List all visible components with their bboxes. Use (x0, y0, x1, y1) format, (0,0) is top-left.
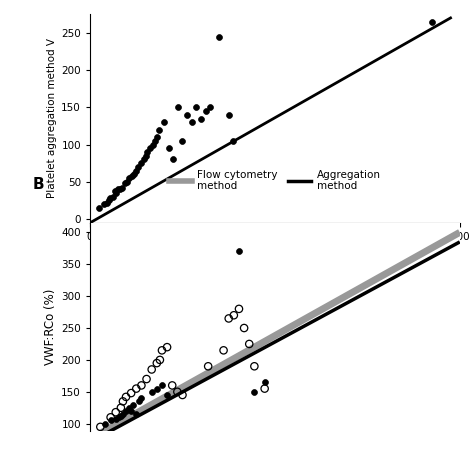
Point (136, 398, 143, 405)
Point (123, 178, 131, 186)
Point (149, 141, 157, 148)
Point (235, 305, 243, 313)
Point (125, 404, 133, 411)
Point (137, 394, 145, 402)
Point (225, 111, 232, 118)
Y-axis label: Platelet aggregation method V: Platelet aggregation method V (47, 38, 57, 199)
Point (160, 118, 168, 126)
Point (107, 417, 114, 424)
Point (229, 137, 237, 145)
Point (128, 407, 135, 415)
Point (155, 126, 163, 134)
Point (112, 415, 119, 422)
Point (204, 363, 212, 370)
Point (148, 388, 155, 396)
Point (216, 34, 223, 41)
Point (173, 388, 181, 396)
Point (122, 393, 130, 401)
Point (158, 382, 166, 389)
Point (153, 385, 161, 392)
Point (246, 340, 253, 348)
Point (122, 407, 130, 415)
Point (158, 346, 166, 354)
Point (97, 423, 104, 431)
Point (261, 378, 268, 386)
Point (220, 346, 228, 354)
Point (235, 248, 243, 255)
Point (188, 118, 195, 126)
Point (116, 185, 123, 193)
Point (118, 184, 126, 191)
Point (134, 163, 142, 171)
Point (163, 391, 171, 399)
Point (95, 204, 103, 212)
Point (183, 111, 191, 118)
Point (174, 103, 182, 111)
Point (202, 107, 210, 115)
Point (103, 199, 110, 207)
Point (105, 197, 112, 204)
Text: B: B (33, 177, 45, 192)
Point (192, 103, 200, 111)
Point (132, 385, 140, 392)
Point (100, 201, 108, 208)
X-axis label: Flow cytometry method VWF:RCo (%): Flow cytometry method VWF:RCo (%) (164, 246, 385, 259)
Point (165, 145, 173, 152)
Point (128, 172, 136, 180)
Point (251, 363, 258, 370)
Point (125, 174, 133, 182)
Point (131, 171, 138, 178)
Point (156, 356, 164, 364)
Point (153, 133, 160, 141)
Point (230, 311, 237, 319)
Point (109, 193, 117, 201)
Point (261, 385, 268, 392)
Point (112, 189, 120, 197)
Point (117, 412, 125, 420)
Point (128, 389, 135, 397)
Point (137, 159, 145, 167)
Point (142, 152, 149, 160)
Point (111, 187, 119, 194)
Point (117, 404, 125, 411)
Y-axis label: VWF:RCo (%): VWF:RCo (%) (44, 289, 57, 365)
Point (119, 410, 127, 418)
Point (206, 103, 214, 111)
Point (112, 409, 119, 416)
Point (140, 155, 147, 163)
Point (143, 375, 150, 383)
Point (251, 388, 258, 396)
Point (144, 148, 151, 156)
Point (240, 324, 248, 332)
Point (132, 410, 140, 418)
Point (197, 115, 205, 122)
Point (151, 137, 158, 145)
Point (107, 194, 114, 202)
Point (114, 185, 121, 193)
Point (168, 382, 176, 389)
Point (163, 343, 171, 351)
Point (148, 365, 155, 373)
Point (428, 18, 436, 26)
Point (129, 401, 137, 408)
Point (146, 145, 154, 152)
Legend: Flow cytometry
method, Aggregation
method: Flow cytometry method, Aggregation metho… (169, 170, 381, 191)
Point (137, 382, 145, 389)
Point (107, 413, 114, 421)
Point (132, 167, 140, 174)
Point (119, 398, 127, 405)
Point (170, 155, 177, 163)
Point (179, 137, 186, 145)
Point (179, 391, 186, 399)
Point (115, 413, 123, 421)
Point (101, 420, 109, 428)
Point (153, 359, 161, 367)
Point (225, 315, 232, 322)
Point (121, 180, 129, 187)
